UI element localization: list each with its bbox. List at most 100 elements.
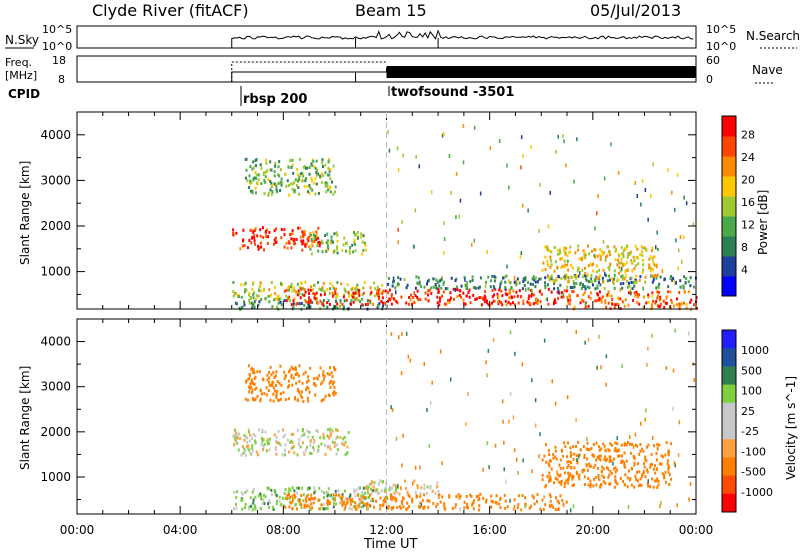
echo-cell bbox=[277, 398, 280, 402]
echo-cell bbox=[342, 305, 345, 309]
echo-cell bbox=[271, 305, 274, 309]
velocity-data bbox=[232, 328, 695, 513]
echo-cell bbox=[654, 301, 657, 305]
echo-cell bbox=[489, 303, 492, 307]
echo-cell bbox=[296, 293, 299, 297]
echo-cell bbox=[290, 375, 293, 379]
echo-cell bbox=[286, 179, 289, 183]
echo-cell bbox=[327, 241, 330, 245]
echo-cell bbox=[491, 301, 493, 305]
echo-cell bbox=[599, 485, 602, 489]
echo-cell bbox=[296, 453, 299, 457]
echo-cell bbox=[606, 279, 609, 283]
echo-cell bbox=[414, 465, 417, 470]
echo-cell bbox=[695, 296, 698, 300]
echo-cell bbox=[531, 378, 533, 383]
echo-cell bbox=[283, 233, 286, 237]
echo-cell bbox=[288, 493, 290, 497]
echo-cell bbox=[430, 400, 432, 405]
echo-cell bbox=[353, 238, 356, 242]
echo-cell bbox=[672, 276, 675, 280]
echo-cell bbox=[268, 380, 270, 384]
echo-cell bbox=[495, 494, 498, 498]
echo-cell bbox=[614, 447, 617, 450]
echo-cell bbox=[504, 299, 507, 303]
echo-cell bbox=[509, 302, 512, 306]
echo-cell bbox=[246, 378, 249, 382]
echo-cell bbox=[543, 495, 546, 499]
echo-cell bbox=[271, 505, 274, 509]
echo-cell bbox=[275, 436, 278, 439]
echo-cell bbox=[261, 428, 264, 432]
echo-cell bbox=[631, 260, 634, 264]
echo-cell bbox=[630, 276, 633, 280]
y-tick-label: 1000 bbox=[40, 470, 71, 484]
echo-cell bbox=[298, 379, 301, 383]
echo-cell bbox=[638, 470, 641, 474]
echo-cell bbox=[549, 499, 552, 503]
echo-cell bbox=[269, 179, 272, 183]
echo-cell bbox=[273, 170, 276, 174]
echo-cell bbox=[517, 503, 520, 507]
echo-cell bbox=[521, 362, 524, 367]
echo-cell bbox=[297, 289, 300, 293]
x-tick-label: 00:00 bbox=[60, 523, 95, 537]
echo-cell bbox=[552, 453, 555, 456]
echo-cell bbox=[430, 190, 433, 195]
echo-cell bbox=[253, 300, 256, 303]
echo-cell bbox=[382, 304, 385, 308]
echo-cell bbox=[255, 176, 258, 180]
echo-cell bbox=[244, 288, 247, 292]
echo-cell bbox=[622, 282, 625, 285]
echo-cell bbox=[308, 390, 311, 394]
echo-cell bbox=[444, 507, 447, 511]
echo-cell bbox=[355, 291, 358, 295]
echo-cell bbox=[330, 371, 333, 375]
echo-cell bbox=[631, 442, 633, 446]
echo-cell bbox=[602, 480, 605, 484]
echo-cell bbox=[615, 449, 618, 453]
echo-cell bbox=[285, 294, 288, 298]
echo-cell bbox=[314, 177, 317, 181]
echo-cell bbox=[494, 443, 497, 448]
echo-cell bbox=[332, 294, 335, 298]
echo-cell bbox=[607, 448, 610, 452]
echo-cell bbox=[297, 179, 299, 183]
echo-cell bbox=[547, 302, 550, 306]
echo-cell bbox=[678, 291, 681, 295]
echo-cell bbox=[625, 443, 628, 447]
echo-cell bbox=[388, 488, 391, 492]
echo-cell bbox=[632, 299, 635, 302]
echo-cell bbox=[607, 301, 610, 305]
echo-cell bbox=[324, 443, 327, 447]
echo-cell bbox=[251, 388, 254, 392]
echo-cell bbox=[549, 265, 552, 269]
echo-cell bbox=[633, 485, 636, 489]
echo-cell bbox=[293, 242, 296, 246]
echo-cell bbox=[283, 504, 286, 508]
echo-cell bbox=[395, 300, 398, 304]
echo-cell bbox=[598, 454, 600, 458]
echo-cell bbox=[441, 133, 444, 138]
echo-cell bbox=[646, 470, 649, 474]
echo-cell bbox=[493, 299, 496, 303]
echo-cell bbox=[588, 462, 591, 466]
echo-cell bbox=[431, 489, 434, 493]
echo-cell bbox=[303, 432, 306, 436]
echo-cell bbox=[633, 284, 636, 288]
echo-cell bbox=[270, 373, 273, 377]
echo-cell bbox=[658, 282, 661, 286]
echo-cell bbox=[337, 489, 340, 493]
echo-cell bbox=[305, 500, 308, 503]
echo-cell bbox=[276, 499, 278, 503]
echo-cell bbox=[290, 282, 293, 286]
echo-cell bbox=[248, 507, 251, 511]
echo-cell bbox=[687, 290, 690, 294]
echo-cell bbox=[626, 268, 629, 272]
nsearch-tick-top: 10^5 bbox=[706, 23, 736, 36]
echo-cell bbox=[602, 442, 605, 446]
echo-cell bbox=[434, 492, 437, 495]
echo-cell bbox=[274, 164, 277, 168]
echo-cell bbox=[512, 301, 514, 305]
echo-cell bbox=[291, 446, 294, 450]
